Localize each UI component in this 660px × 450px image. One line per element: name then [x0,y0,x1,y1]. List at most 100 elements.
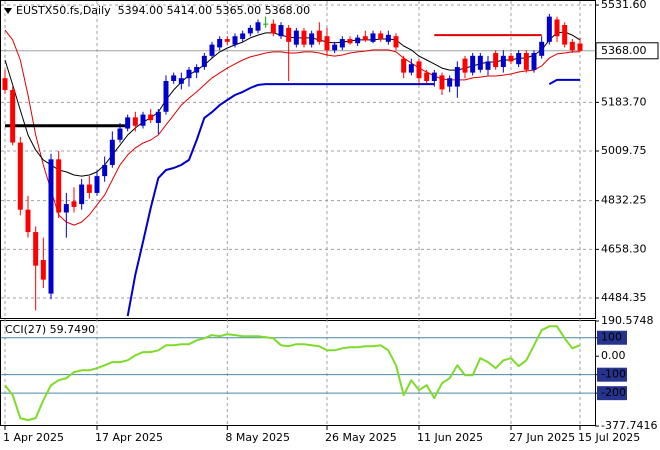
candle-body [362,36,368,41]
cci-line [4,325,581,422]
y-tick-label: -200 [601,386,626,399]
main-frame [0,0,596,319]
candle-body [25,209,31,233]
candle-body [355,37,361,44]
price-label: 5368.00 [601,44,647,57]
candle-body [17,142,23,210]
candle-body [148,114,154,121]
indicator-line [4,29,580,226]
candle-body [562,25,568,45]
candle-body [33,232,39,266]
y-tick-label: -100 [601,368,626,381]
candle-body [201,55,207,68]
x-tick-label: 17 Apr 2025 [95,431,163,444]
candle-body [385,34,391,42]
level-label-box [597,386,627,401]
candle-body [324,36,330,51]
cci-frame [0,320,596,426]
grid [1,1,595,426]
candle-body [431,72,437,81]
candle-body [247,27,253,34]
y-tick-label: 4658.30 [601,242,647,255]
candle-body [539,41,545,56]
candle-body [140,114,146,126]
candle-body [393,36,399,48]
candle-body [10,89,16,143]
candle-body [477,55,483,70]
candle-body [554,19,560,37]
candle-body [194,67,200,73]
chart-title: EUSTX50.fs,Daily 5394.00 5414.00 5365.00… [16,4,310,17]
candle-body [209,44,215,56]
candle-body [178,78,184,84]
candle-body [2,78,8,90]
candle-body [278,25,284,37]
candle-body [48,159,54,294]
candle-body [416,61,422,79]
candle-body [63,204,69,213]
candle-body [125,117,131,129]
y-tick-label: 4484.35 [601,291,647,304]
candle-body [40,260,46,280]
x-tick-label: 15 Jul 2025 [578,431,640,444]
candle-body [493,53,499,68]
x-tick-label: 26 May 2025 [325,431,397,444]
y-tick-label: -377.7416 [601,419,657,432]
candle-body [86,184,92,193]
level-label-box [597,330,627,345]
indicator-line [4,31,581,177]
candle-body [155,111,161,123]
candle-body [370,33,376,42]
candle-body [439,75,445,90]
candle-body [71,201,77,207]
x-tick-label: 11 Jun 2025 [417,431,483,444]
candle-body [447,78,453,87]
candle-body [424,72,430,81]
candle-body [263,23,269,25]
candle-body [240,33,246,40]
cci-title: CCI(27) 59.7490 [5,323,95,336]
x-tick-label: 27 Jun 2025 [509,431,575,444]
candle-body [470,55,476,73]
candle-body [500,55,506,68]
x-tick-label: 1 Apr 2025 [3,431,64,444]
y-tick-label: 5183.70 [601,95,647,108]
candle-body [316,30,322,42]
candle-body [132,117,138,126]
y-tick-label: 0.00 [601,349,626,362]
y-tick-label: 5009.75 [601,144,647,157]
y-tick-label: 5531.60 [601,0,647,11]
candle-body [293,30,299,45]
candle-body [408,64,414,73]
candle-body [171,75,177,81]
candle-body [309,33,315,45]
candle-body [255,22,261,31]
candle-body [163,80,169,112]
candle-body [56,159,62,213]
candle-body [186,69,192,79]
level-label-box [597,367,627,382]
candle-body [270,23,276,34]
candle-body [546,16,552,42]
candle-body [301,30,307,45]
candle-body [401,58,407,73]
candle-body [79,184,85,205]
candle-body [462,58,468,73]
price-label-box [595,42,659,60]
y-tick-label: 190.5748 [601,314,654,327]
candle-body [232,36,238,45]
candle-body [531,53,537,70]
candle-body [523,53,529,70]
candle-body [378,33,384,40]
candle-body [102,164,108,177]
candle-body [286,27,292,42]
header-marker [4,8,12,14]
y-tick-label: 100 [601,331,622,344]
candle-body [454,67,460,87]
candle-body [485,61,491,70]
plot [2,13,583,422]
candle-body [117,128,123,140]
candle-body [569,41,575,51]
